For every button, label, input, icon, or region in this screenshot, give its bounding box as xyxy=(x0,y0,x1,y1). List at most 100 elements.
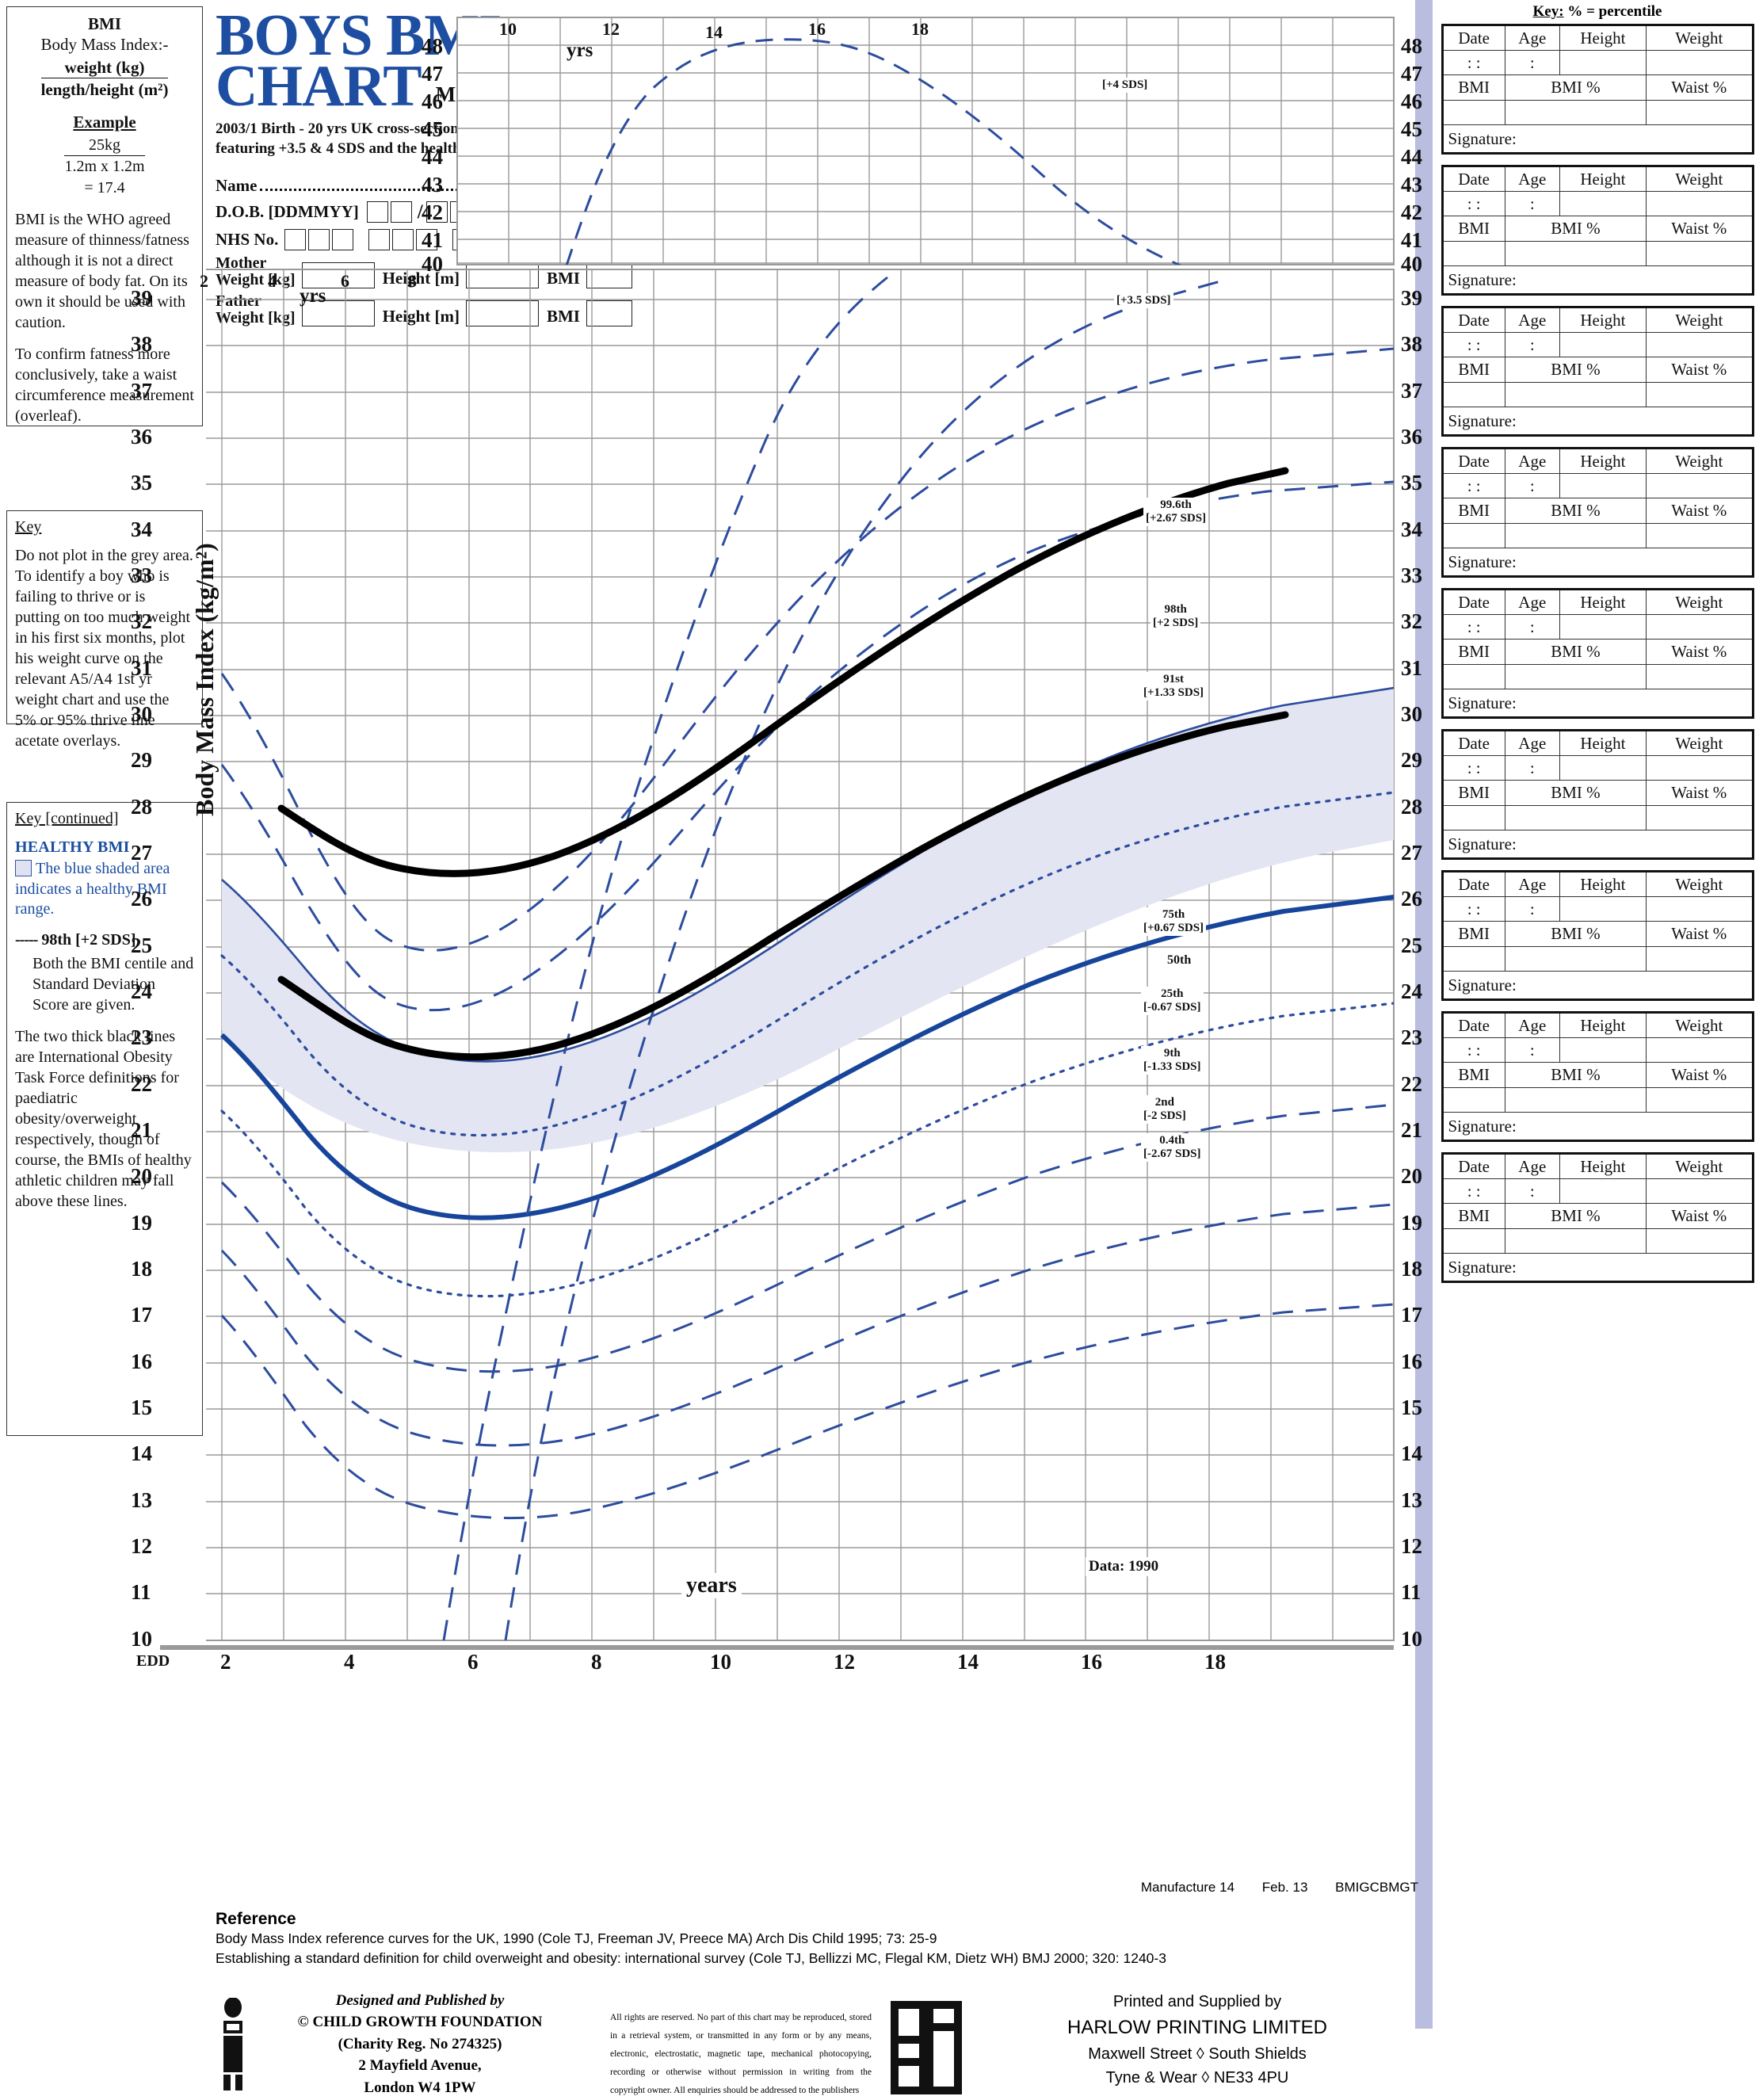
y-tick-left-20: 20 xyxy=(131,1164,152,1188)
nhs-cell-4[interactable] xyxy=(368,228,391,250)
cell-height-value[interactable] xyxy=(1559,1037,1647,1063)
cell-date-value[interactable]: : : xyxy=(1441,755,1505,781)
cell-signature[interactable]: Signature: xyxy=(1441,971,1753,1000)
cell-weight-value[interactable] xyxy=(1646,755,1753,781)
cell-bmi-value[interactable] xyxy=(1441,382,1505,407)
cell-age-value[interactable]: : xyxy=(1504,191,1560,216)
cell-date-value[interactable]: : : xyxy=(1441,896,1505,922)
cell-bmi-pct-value[interactable] xyxy=(1504,664,1647,689)
cell-age-value[interactable]: : xyxy=(1504,332,1560,357)
cell-height-value[interactable] xyxy=(1559,473,1647,498)
cell-date-value[interactable]: : : xyxy=(1441,191,1505,216)
cell-weight-value[interactable] xyxy=(1646,614,1753,640)
y-tick-left-10: 10 xyxy=(131,1627,152,1651)
cell-waist-pct-value[interactable] xyxy=(1646,1228,1753,1254)
cell-bmi-value[interactable] xyxy=(1441,1087,1505,1113)
cell-weight-value[interactable] xyxy=(1646,50,1753,75)
nhs-cell-1[interactable] xyxy=(284,228,307,250)
cell-signature[interactable]: Signature: xyxy=(1441,1253,1753,1282)
harlow-address-1: Maxwell Street ◊ South Shields xyxy=(1088,2045,1307,2063)
cell-height-value[interactable] xyxy=(1559,191,1647,216)
cell-height-value[interactable] xyxy=(1559,755,1647,781)
cell-signature[interactable]: Signature: xyxy=(1441,265,1753,295)
cell-weight-value[interactable] xyxy=(1646,191,1753,216)
x-tick-bottom-4: 4 xyxy=(338,1650,361,1674)
nhs-cell-6[interactable] xyxy=(416,228,438,250)
cell-bmi-value[interactable] xyxy=(1441,805,1505,830)
y-tick-upper-left-40: 40 xyxy=(422,252,443,276)
cell-bmi-pct-value[interactable] xyxy=(1504,1087,1647,1113)
cell-signature[interactable]: Signature: xyxy=(1441,407,1753,436)
cell-waist-pct-value[interactable] xyxy=(1646,946,1753,972)
mother-field-row[interactable]: Mother Weight [kg] Height [m] BMI xyxy=(216,254,738,288)
cell-height-value[interactable] xyxy=(1559,614,1647,640)
cell-waist-pct-value[interactable] xyxy=(1646,241,1753,266)
mother-weight-input[interactable] xyxy=(301,262,375,288)
cell-age-value[interactable]: : xyxy=(1504,473,1560,498)
cell-age-value[interactable]: : xyxy=(1504,755,1560,781)
legend-98th-label: 98th [+2 SDS] xyxy=(41,930,136,949)
cell-date-value[interactable]: : : xyxy=(1441,1037,1505,1063)
dob-day-2[interactable] xyxy=(390,201,412,223)
cell-bmi-value[interactable] xyxy=(1441,241,1505,266)
cell-age-value[interactable]: : xyxy=(1504,1037,1560,1063)
dob-day-1[interactable] xyxy=(366,201,388,223)
cell-signature[interactable]: Signature: xyxy=(1441,689,1753,718)
cell-weight-value[interactable] xyxy=(1646,1037,1753,1063)
cell-bmi-value[interactable] xyxy=(1441,523,1505,548)
cell-waist-pct-value[interactable] xyxy=(1646,382,1753,407)
cell-age-value[interactable]: : xyxy=(1504,50,1560,75)
cell-bmi-pct-value[interactable] xyxy=(1504,382,1647,407)
cell-bmi-value[interactable] xyxy=(1441,100,1505,125)
cell-height-value[interactable] xyxy=(1559,896,1647,922)
cell-waist-pct-value[interactable] xyxy=(1646,664,1753,689)
cell-weight-value[interactable] xyxy=(1646,332,1753,357)
cell-height-value[interactable] xyxy=(1559,50,1647,75)
cell-waist-pct-value[interactable] xyxy=(1646,1087,1753,1113)
cell-bmi-pct-value[interactable] xyxy=(1504,241,1647,266)
cell-age-value[interactable]: : xyxy=(1504,896,1560,922)
cell-signature[interactable]: Signature: xyxy=(1441,1112,1753,1141)
nhs-cell-2[interactable] xyxy=(308,228,330,250)
father-bmi-input[interactable] xyxy=(586,300,632,326)
cell-date-value[interactable]: : : xyxy=(1441,332,1505,357)
table-row: Date Age Height Weight xyxy=(1441,589,1753,615)
father-height-input[interactable] xyxy=(465,300,539,326)
nhs-cell-5[interactable] xyxy=(392,228,414,250)
cell-age-value[interactable]: : xyxy=(1504,1178,1560,1204)
col-header-age: Age xyxy=(1504,730,1560,756)
cell-bmi-value[interactable] xyxy=(1441,946,1505,972)
x-tick-upper-18: 18 xyxy=(911,19,929,39)
cell-bmi-pct-value[interactable] xyxy=(1504,946,1647,972)
cell-weight-value[interactable] xyxy=(1646,473,1753,498)
cell-date-value[interactable]: : : xyxy=(1441,614,1505,640)
sds-explanation: Both the BMI centile and Standard Deviat… xyxy=(32,955,194,1014)
cell-bmi-value[interactable] xyxy=(1441,664,1505,689)
cell-weight-value[interactable] xyxy=(1646,1178,1753,1204)
cell-date-value[interactable]: : : xyxy=(1441,1178,1505,1204)
mother-height-input[interactable] xyxy=(465,262,539,288)
cell-height-value[interactable] xyxy=(1559,332,1647,357)
cell-bmi-pct-value[interactable] xyxy=(1504,100,1647,125)
cell-date-value[interactable]: : : xyxy=(1441,50,1505,75)
dob-month-1[interactable] xyxy=(425,201,448,223)
father-field-row[interactable]: Father Weight [kg] Height [m] BMI xyxy=(216,292,738,326)
cell-waist-pct-value[interactable] xyxy=(1646,805,1753,830)
cell-waist-pct-value[interactable] xyxy=(1646,523,1753,548)
cell-bmi-pct-value[interactable] xyxy=(1504,1228,1647,1254)
cell-signature[interactable]: Signature: xyxy=(1441,830,1753,859)
cell-bmi-pct-value[interactable] xyxy=(1504,805,1647,830)
cell-bmi-value[interactable] xyxy=(1441,1228,1505,1254)
cell-age-value[interactable]: : xyxy=(1504,614,1560,640)
cell-weight-value[interactable] xyxy=(1646,896,1753,922)
nhs-label: NHS No. xyxy=(216,229,279,249)
father-weight-input[interactable] xyxy=(301,300,375,326)
nhs-cell-3[interactable] xyxy=(332,228,354,250)
cell-signature[interactable]: Signature: xyxy=(1441,124,1753,154)
cell-signature[interactable]: Signature: xyxy=(1441,548,1753,577)
cell-height-value[interactable] xyxy=(1559,1178,1647,1204)
y-tick-right-12: 12 xyxy=(1401,1534,1422,1558)
cell-waist-pct-value[interactable] xyxy=(1646,100,1753,125)
cell-bmi-pct-value[interactable] xyxy=(1504,523,1647,548)
cell-date-value[interactable]: : : xyxy=(1441,473,1505,498)
